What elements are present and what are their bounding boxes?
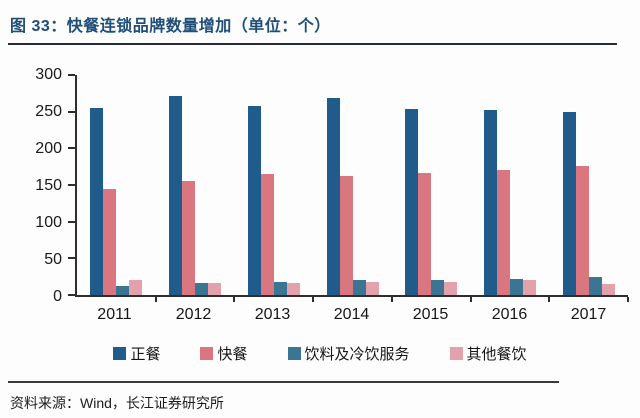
y-tick-label: 100 [35, 214, 62, 232]
bar-s1-2011 [103, 188, 117, 295]
bar-s0-2014 [326, 98, 340, 295]
x-axis-label: 2015 [412, 306, 449, 323]
source-note: 资料来源：Wind，长江证券研究所 [10, 395, 224, 411]
bar-s0-2013 [247, 105, 261, 295]
legend-swatch-icon [449, 347, 463, 360]
legend-item: 快餐 [200, 343, 248, 364]
bar-s2-2014 [352, 280, 366, 295]
bar-s1-2013 [260, 174, 274, 295]
y-tick-label: 200 [35, 140, 62, 158]
y-tick-label: 150 [35, 177, 62, 194]
legend-label: 饮料及冷饮服务 [304, 346, 410, 363]
bar-group [77, 75, 156, 295]
bar-group [313, 75, 392, 295]
bar-s3-2013 [286, 282, 300, 295]
bar-s2-2016 [509, 278, 523, 295]
x-axis-label: 2011 [97, 306, 132, 323]
legend-label: 其他餐饮 [466, 346, 527, 363]
bar-s1-2015 [418, 172, 432, 295]
bar-s2-2013 [273, 281, 287, 295]
bar-group [156, 75, 235, 295]
x-axis-tick [312, 297, 315, 302]
title-divider [8, 43, 617, 45]
y-tick-label: 300 [35, 66, 62, 83]
y-tick-label: 0 [53, 288, 62, 305]
x-axis-tick [548, 297, 551, 302]
x-axis-label: 2016 [491, 306, 528, 323]
x-axis-tick [233, 297, 236, 302]
bar-s2-2012 [195, 283, 209, 295]
y-axis-tick [68, 147, 75, 150]
y-axis-tick [68, 74, 75, 76]
x-axis-labels: 2011 2012 2013 2014 2015 2016 2017 [75, 306, 628, 324]
x-axis-label: 2014 [333, 306, 370, 323]
x-axis-label: 2013 [254, 306, 291, 323]
bar-s3-2017 [601, 284, 615, 295]
x-axis-tick [154, 297, 157, 302]
bar-s3-2012 [208, 283, 222, 295]
bar-group [392, 75, 471, 295]
bar-s1-2012 [182, 180, 196, 295]
source-divider [8, 381, 559, 383]
bar-s0-2017 [562, 111, 576, 295]
x-axis-tick [390, 297, 393, 302]
bar-s3-2011 [129, 279, 143, 295]
bar-s0-2016 [483, 110, 497, 295]
bar-s1-2016 [496, 170, 510, 295]
y-axis-tick [68, 220, 75, 223]
legend-item: 饮料及冷饮服务 [287, 343, 410, 364]
bar-s3-2015 [444, 281, 458, 295]
figure-title: 图 33：快餐连锁品牌数量增加（单位：个） [10, 18, 331, 35]
y-axis-tick [68, 110, 75, 113]
bar-s0-2012 [169, 96, 183, 295]
y-axis-tick [68, 294, 75, 296]
bar-s2-2011 [116, 286, 130, 295]
bar-group [471, 75, 550, 295]
y-axis: 0 50 100 150 200 250 300 [0, 67, 62, 305]
bar-s0-2011 [90, 108, 104, 295]
bar-s0-2015 [405, 108, 419, 295]
x-axis-label: 2017 [570, 306, 607, 323]
legend-item: 正餐 [113, 343, 160, 364]
y-tick-label: 250 [35, 103, 62, 120]
plot-area [68, 74, 629, 302]
x-axis-tick [627, 297, 629, 302]
bar-group [234, 75, 313, 295]
bar-s2-2017 [588, 276, 602, 295]
bar-s3-2014 [365, 281, 379, 295]
legend-label: 正餐 [130, 346, 161, 363]
x-axis-label: 2012 [175, 306, 212, 323]
x-axis-tick [469, 297, 472, 302]
bar-group [549, 75, 628, 295]
y-tick-label: 50 [44, 251, 62, 269]
legend-label: 快餐 [217, 346, 248, 363]
legend-swatch-icon [287, 347, 301, 360]
bar-s1-2017 [575, 165, 589, 295]
legend-swatch-icon [200, 347, 214, 360]
legend-swatch-icon [113, 347, 127, 360]
bar-s2-2015 [431, 280, 445, 295]
bar-s1-2014 [339, 176, 353, 295]
chart-legend: 正餐 快餐 饮料及冷饮服务 其他餐饮 [0, 343, 640, 364]
y-axis-tick [68, 184, 75, 186]
bar-s3-2016 [522, 280, 536, 295]
legend-item: 其他餐饮 [449, 343, 527, 364]
y-axis-tick [68, 257, 75, 260]
